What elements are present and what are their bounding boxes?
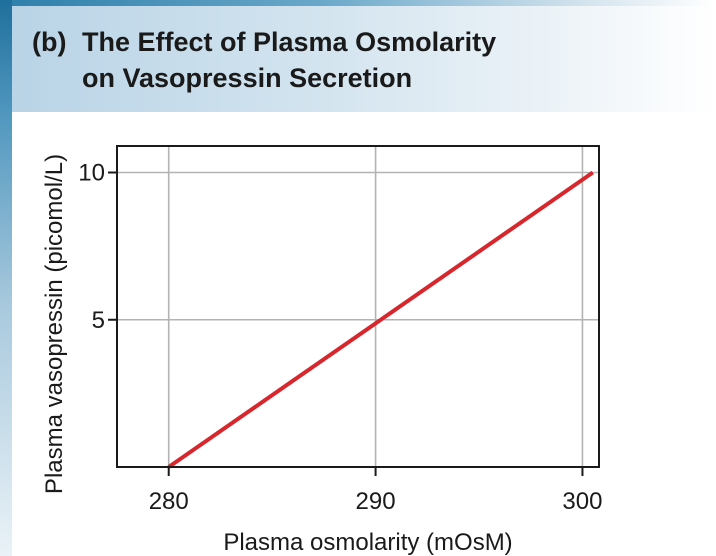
y-axis-title: Plasma vasopressin (picomol/L) bbox=[41, 154, 68, 494]
grid-layer bbox=[117, 146, 599, 467]
x-axis-title: Plasma osmolarity (mOsM) bbox=[223, 529, 512, 556]
series-line bbox=[167, 170, 594, 469]
panel-label: (b) bbox=[32, 27, 67, 57]
x-tick-label: 300 bbox=[562, 488, 602, 515]
y-tick-label: 10 bbox=[78, 160, 105, 187]
x-tick-label: 290 bbox=[356, 488, 396, 515]
header-stripe bbox=[0, 0, 716, 6]
header-band bbox=[0, 0, 716, 112]
x-tick-label: 280 bbox=[149, 488, 189, 515]
series-layer bbox=[167, 170, 594, 469]
y-tick-label: 5 bbox=[92, 307, 105, 334]
figure-title: (b) The Effect of Plasma Osmolarity on Va… bbox=[32, 24, 496, 96]
title-line-1: The Effect of Plasma Osmolarity bbox=[82, 27, 497, 57]
plot-frame bbox=[116, 145, 600, 468]
left-accent-bar bbox=[0, 0, 12, 556]
title-line-2: on Vasopressin Secretion bbox=[82, 63, 413, 93]
tick-layer: 280 290 300 5 10 bbox=[78, 160, 602, 515]
